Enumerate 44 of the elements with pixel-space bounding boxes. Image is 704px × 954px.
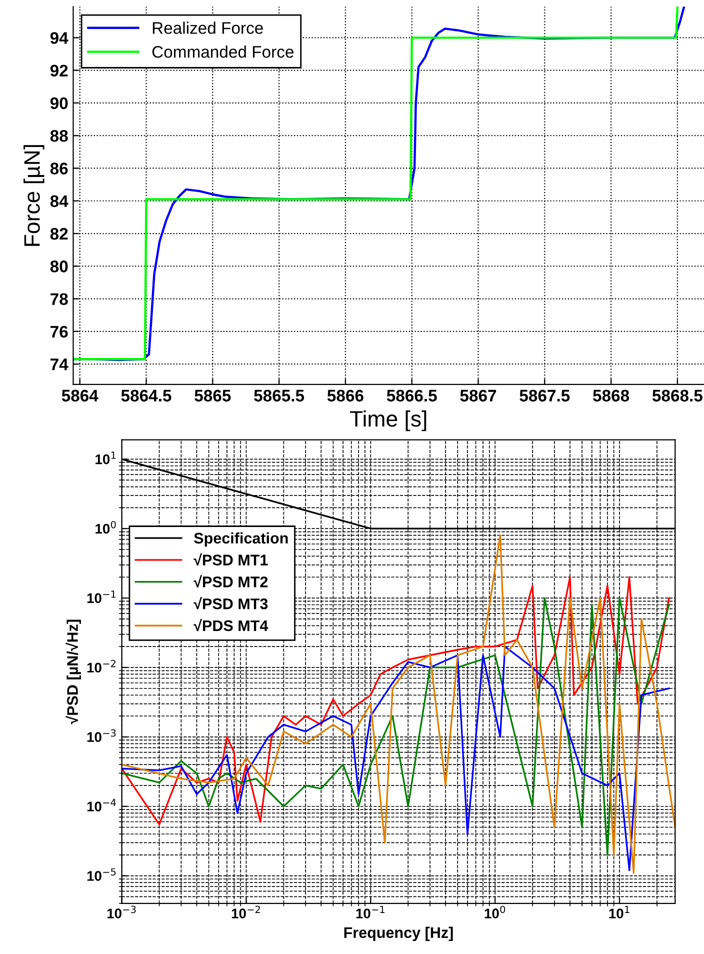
y-tick-label: 88 (50, 130, 68, 142)
x-tick-label: 5867 (460, 390, 496, 402)
y-tick-label: 10$^{0}$ (96, 520, 116, 534)
x-tick-label: 5866.5 (386, 390, 437, 402)
legend-label: √PSD MT3 (194, 596, 268, 610)
y-tick-label: 82 (50, 228, 68, 240)
y-axis-title: √PSD [µN/√Hz] (66, 620, 81, 724)
x-tick-label: 5864.5 (121, 390, 172, 402)
x-axis-title: Frequency [Hz] (344, 926, 453, 942)
legend-label: Specification (194, 532, 288, 547)
y-tick-label: 84 (50, 195, 68, 208)
y-tick-label: 10$^{−4}$ (87, 798, 116, 812)
x-tick-label: 10$^{0}$ (484, 906, 506, 918)
x-tick-label: 5868 (593, 390, 630, 402)
x-tick-label: 10$^{−1}$ (356, 906, 384, 918)
x-tick-label: 5867.5 (520, 390, 570, 402)
x-axis-title: Time [s] (350, 410, 426, 432)
legend-label: √PDS MT4 (194, 618, 268, 632)
legend-label: √PSD MT2 (194, 575, 268, 588)
legend-label: Commanded Force (152, 46, 294, 58)
y-tick-label: 92 (50, 64, 68, 77)
y-tick-label: 80 (50, 260, 68, 272)
y-tick-label: 90 (50, 97, 68, 110)
legend-label: Realized Force (152, 22, 263, 34)
y-tick-label: 94 (50, 32, 68, 44)
x-tick-label: 5868.5 (652, 390, 702, 402)
y-tick-label: 10$^{−2}$ (87, 660, 116, 673)
y-tick-label: 10$^{−1}$ (87, 590, 116, 604)
x-tick-label: 5864 (62, 390, 98, 402)
y-tick-label: 10$^{−5}$ (87, 868, 116, 881)
y-tick-label: 86 (50, 162, 68, 174)
x-tick-label: 5865 (194, 390, 231, 402)
x-tick-label: 10$^{1}$ (609, 906, 630, 918)
y-tick-label: 10$^{1}$ (96, 452, 116, 464)
y-tick-label: 74 (50, 358, 68, 370)
x-tick-label: 5865.5 (254, 390, 304, 402)
x-tick-label: 10$^{−3}$ (107, 906, 136, 918)
y-tick-label: 76 (50, 326, 68, 338)
legend-label: √PSD MT1 (194, 553, 268, 566)
x-tick-label: 10$^{−2}$ (232, 906, 260, 918)
x-tick-label: 5866 (327, 390, 364, 402)
y-tick-label: 10$^{−3}$ (87, 729, 116, 742)
y-tick-label: 78 (50, 293, 68, 305)
y-axis-title: Force [µN] (24, 145, 44, 246)
